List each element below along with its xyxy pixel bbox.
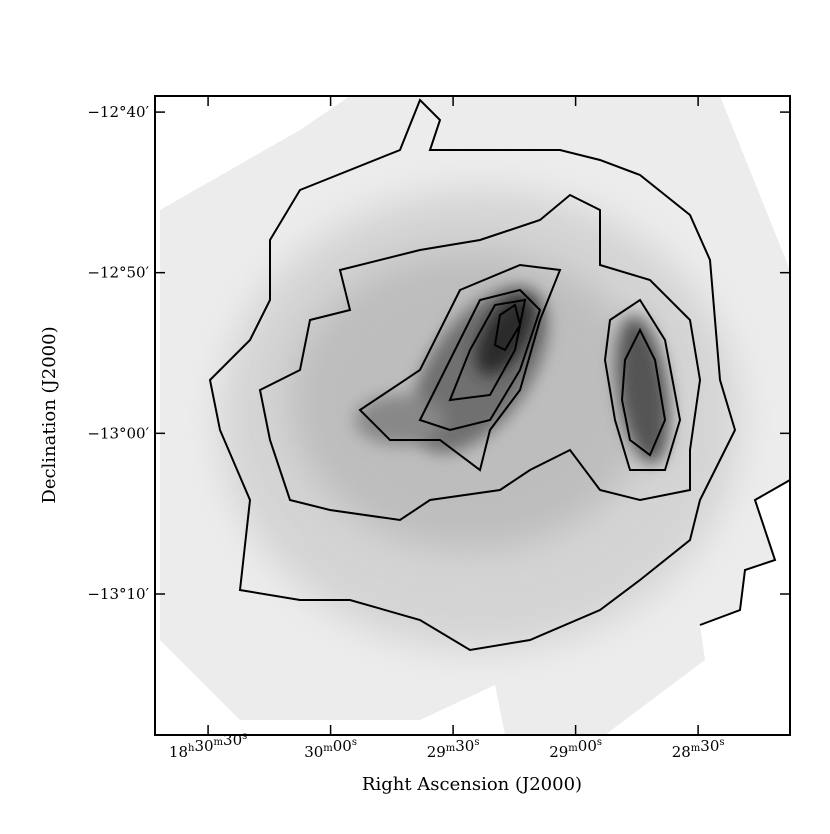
- emission: [355, 395, 445, 445]
- x-tick-label: 29m30s: [427, 737, 480, 761]
- x-tick-label: 29m00s: [549, 737, 602, 761]
- image: [160, 96, 790, 735]
- x-axis-label: Right Ascension (J2000): [362, 774, 582, 795]
- y-axis-label: Declination (J2000): [39, 326, 60, 503]
- contours: [208, 98, 737, 652]
- x-tick-label: 30m00s: [304, 737, 357, 761]
- x-tick-label: 28m30s: [672, 737, 725, 761]
- emission: [475, 294, 535, 376]
- y-tick-label: −12°40′: [87, 103, 149, 121]
- y-tick-label: −13°00′: [87, 424, 149, 442]
- footprint-edge: [699, 479, 791, 626]
- y-tick-label: −12°50′: [87, 264, 149, 282]
- x-tick-label: 18h30m30s: [169, 731, 247, 761]
- y-tick-label: −13°10′: [87, 585, 149, 603]
- frame: [154, 95, 791, 736]
